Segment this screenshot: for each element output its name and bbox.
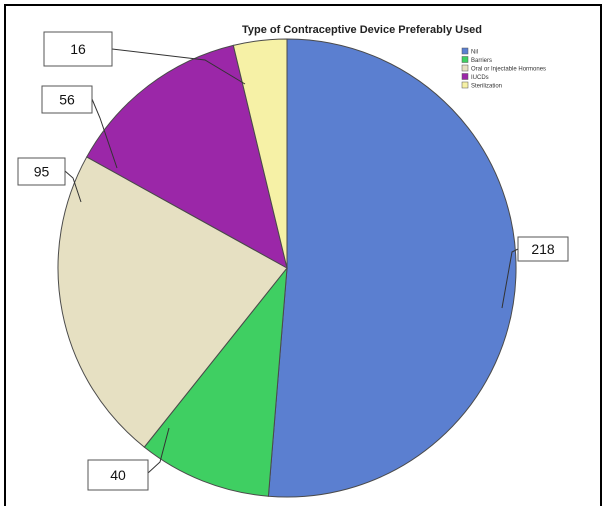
pie-slice-barriers: [143, 266, 288, 497]
legend-label-barriers: Barriers: [471, 58, 492, 64]
chart-title: Type of Contraceptive Device Preferably …: [242, 24, 482, 36]
data-label-iucds: 56: [59, 92, 75, 108]
data-label-box-barriers: [87, 459, 149, 491]
leader-line-oral-or-injectable-hormones: [64, 170, 82, 203]
data-label-box-sterilization: [43, 31, 113, 67]
leader-line-iucds: [91, 98, 118, 169]
legend-swatch-nil: [461, 47, 469, 55]
pie-slices: [57, 38, 517, 498]
data-label-box-oral-or-injectable-hormones: [17, 157, 66, 186]
data-label-box-iucds: [41, 85, 93, 114]
legend-swatch-iucds: [461, 73, 469, 80]
legend: Nil Barriers Oral or Injectable Hormones IU…: [461, 47, 546, 90]
leader-line-sterilization: [111, 48, 246, 85]
legend-swatch-oral-or-injectable-hormones: [461, 64, 469, 72]
data-label-nil: 218: [531, 241, 555, 257]
data-label-barriers: 40: [110, 467, 126, 483]
legend-swatch-barriers: [461, 56, 469, 63]
pie-slice-oral-or-injectable-hormones: [57, 156, 288, 448]
legend-label-sterilization: Sterilization: [471, 84, 502, 90]
pie-slice-nil: [267, 38, 517, 498]
leader-line-nil: [501, 248, 519, 309]
data-labels: 218 40 95 56 16: [17, 31, 569, 491]
legend-label-iucds: IUCDs: [471, 75, 489, 81]
legend-label-nil: Nil: [471, 50, 478, 56]
data-label-sterilization: 16: [70, 41, 86, 57]
pie-slice-sterilization: [232, 38, 288, 269]
leader-line-barriers: [147, 427, 170, 474]
legend-swatch-sterilization: [461, 81, 469, 89]
pie-slice-iucds: [86, 44, 288, 269]
data-label-oral-or-injectable-hormones: 95: [34, 164, 50, 180]
legend-label-oral-or-injectable-hormones: Oral or Injectable Hormones: [471, 67, 546, 73]
data-label-box-nil: [517, 236, 569, 262]
